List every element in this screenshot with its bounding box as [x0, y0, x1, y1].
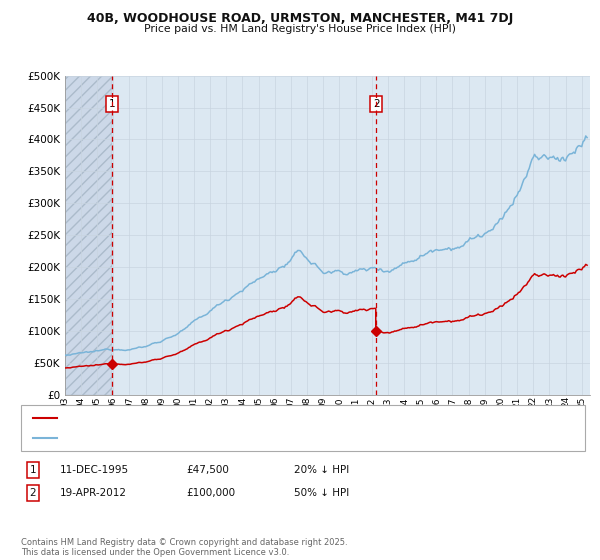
Text: £100,000: £100,000: [186, 488, 235, 498]
Text: HPI: Average price, semi-detached house, Trafford: HPI: Average price, semi-detached house,…: [60, 433, 310, 443]
Text: £47,500: £47,500: [186, 465, 229, 475]
Text: 11-DEC-1995: 11-DEC-1995: [60, 465, 129, 475]
Text: Price paid vs. HM Land Registry's House Price Index (HPI): Price paid vs. HM Land Registry's House …: [144, 24, 456, 34]
Text: 40B, WOODHOUSE ROAD, URMSTON, MANCHESTER, M41 7DJ: 40B, WOODHOUSE ROAD, URMSTON, MANCHESTER…: [87, 12, 513, 25]
Text: 40B, WOODHOUSE ROAD, URMSTON, MANCHESTER, M41 7DJ (semi-detached house): 40B, WOODHOUSE ROAD, URMSTON, MANCHESTER…: [60, 413, 484, 423]
Bar: [65, 76, 112, 395]
Text: 20% ↓ HPI: 20% ↓ HPI: [294, 465, 349, 475]
Text: 1: 1: [109, 99, 115, 109]
Text: 2: 2: [29, 488, 37, 498]
Bar: [65, 76, 112, 395]
Text: Contains HM Land Registry data © Crown copyright and database right 2025.
This d: Contains HM Land Registry data © Crown c…: [21, 538, 347, 557]
Text: 2: 2: [373, 99, 380, 109]
Text: 1: 1: [29, 465, 37, 475]
Text: 50% ↓ HPI: 50% ↓ HPI: [294, 488, 349, 498]
Text: 19-APR-2012: 19-APR-2012: [60, 488, 127, 498]
